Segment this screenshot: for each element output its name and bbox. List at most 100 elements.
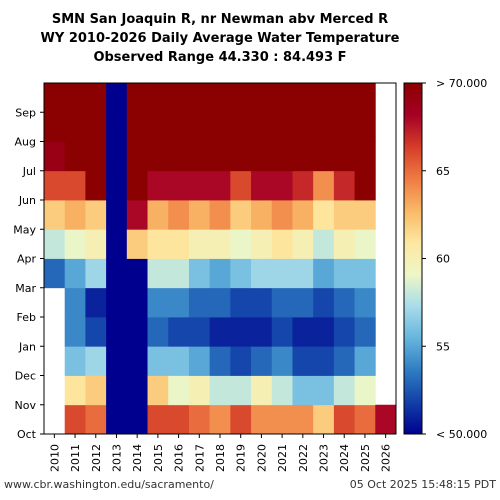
heatmap-cell-2012-feb (85, 287, 107, 318)
heatmap-cell-2017-nov (188, 375, 211, 406)
heatmap-cell-2015-dec (147, 346, 169, 376)
heatmap-cell-2020-jan (251, 317, 273, 347)
x-tick-label-2020: 2020 (255, 444, 268, 472)
x-tick-label-2010: 2010 (48, 444, 61, 472)
y-tick-label-may: May (13, 223, 36, 236)
heatmap-cell-2019-jul (230, 141, 252, 172)
heatmap-cell-2017-jun (188, 170, 211, 201)
heatmap-cell-2023-dec (313, 346, 335, 376)
heatmap-cell-2023-mar (313, 258, 335, 289)
heatmap-cell-2021-aug (271, 112, 293, 142)
heatmap-cell-2023-jan (313, 317, 335, 347)
heatmap-cell-2012-oct (85, 404, 107, 435)
heatmap-cell-2019-jan (230, 317, 252, 347)
heatmap-cell-2024-may (333, 200, 355, 230)
heatmap-cell-2013-nov (106, 375, 128, 406)
heatmap-cell-2025-feb (354, 287, 376, 318)
x-tick-label-2016: 2016 (173, 444, 186, 472)
heatmap-cell-2014-may (126, 200, 148, 230)
heatmap-cell-2016-jun (168, 170, 190, 201)
heatmap-cell-2017-may (188, 200, 211, 230)
heatmap-cell-2017-jul (188, 141, 211, 172)
heatmap-cell-2020-apr (251, 229, 273, 259)
heatmap-cell-2015-nov (147, 375, 169, 406)
heatmap-cell-2016-oct (168, 404, 190, 435)
heatmap-cell-2013-dec (106, 346, 128, 376)
heatmap-cell-2014-dec (126, 346, 148, 376)
heatmap-cell-2022-mar (292, 258, 314, 289)
y-tick-label-jun: Jun (18, 194, 36, 207)
heatmap-cell-2018-feb (209, 287, 231, 318)
heatmap-cell-2023-jul (313, 141, 335, 172)
heatmap-cell-2015-apr (147, 229, 169, 259)
colorbar-tick-label-50: < 50.000 (436, 428, 487, 441)
heatmap-cell-2018-sep (209, 83, 231, 113)
x-tick-label-2015: 2015 (152, 444, 165, 472)
x-tick-label-2024: 2024 (338, 444, 351, 472)
heatmap-cell-2023-feb (313, 287, 335, 318)
heatmap-cell-2017-mar (188, 258, 211, 289)
heatmap-cell-2022-apr (292, 229, 314, 259)
heatmap-cell-2010-mar (44, 258, 66, 289)
x-tick-label-2022: 2022 (297, 444, 310, 472)
heatmap-cell-2017-dec (188, 346, 211, 376)
heatmap-cell-2013-mar (106, 258, 128, 289)
heatmap-cell-2020-may (251, 200, 273, 230)
y-tick-label-oct: Oct (17, 428, 37, 441)
heatmap-cell-2025-jan (354, 317, 376, 347)
heatmap-cell-2014-jul (126, 141, 148, 172)
heatmap-cell-2024-jul (333, 141, 355, 172)
heatmap-cell-2013-oct (106, 404, 128, 435)
heatmap-cell-2019-dec (230, 346, 252, 376)
heatmap-cell-2024-dec (333, 346, 355, 376)
chart-title-line-3: Observed Range 44.330 : 84.493 F (93, 50, 347, 65)
heatmap-cell-2013-jul (106, 141, 128, 172)
heatmap-cell-2016-jan (168, 317, 190, 347)
heatmap-cell-2023-nov (313, 375, 335, 406)
heatmap-cell-2011-jul (64, 141, 86, 172)
heatmap-cell-2012-sep (85, 83, 107, 113)
y-tick-label-dec: Dec (15, 370, 36, 383)
y-tick-label-nov: Nov (15, 399, 37, 412)
heatmap-cell-2010-sep (44, 83, 66, 113)
heatmap-cell-2021-may (271, 200, 293, 230)
heatmap-cell-2018-nov (209, 375, 231, 406)
heatmap-cell-2024-aug (333, 112, 355, 142)
heatmap-cell-2013-apr (106, 229, 128, 259)
y-tick-label-sep: Sep (15, 106, 36, 119)
heatmap-cell-2011-aug (64, 112, 86, 142)
heatmap-cell-2021-jul (271, 141, 293, 172)
heatmap-cell-2015-mar (147, 258, 169, 289)
heatmap-cell-2024-mar (333, 258, 355, 289)
heatmap-cell-2021-apr (271, 229, 293, 259)
heatmap-cell-2011-sep (64, 83, 86, 113)
heatmap-cell-2024-jun (333, 170, 355, 201)
heatmap-cell-2019-sep (230, 83, 252, 113)
y-tick-label-jul: Jul (22, 165, 36, 178)
heatmap-cell-2015-aug (147, 112, 169, 142)
heatmap-cell-2024-oct (333, 404, 355, 435)
heatmap-cell-2026-oct (375, 404, 397, 435)
heatmap-cell-2010-apr (44, 229, 66, 259)
heatmap-cell-2014-sep (126, 83, 148, 113)
heatmap-cell-2019-aug (230, 112, 252, 142)
heatmap-cell-2025-aug (354, 112, 376, 142)
heatmap-cell-2022-aug (292, 112, 314, 142)
colorbar-ticks: < 50.000 55 60 65 > 70.000 (422, 77, 487, 441)
heatmap-cell-2022-jul (292, 141, 314, 172)
heatmap-cell-2023-oct (313, 404, 335, 435)
heatmap-cell-2020-jun (251, 170, 273, 201)
heatmap-cell-2022-sep (292, 83, 314, 113)
heatmap-cell-2017-sep (188, 83, 211, 113)
heatmap-cell-2011-jan (64, 317, 86, 347)
heatmap-cell-2025-sep (354, 83, 376, 113)
x-tick-label-2011: 2011 (69, 444, 82, 472)
heatmap-cell-2020-nov (251, 375, 273, 406)
heatmap-cell-2020-dec (251, 346, 273, 376)
heatmap-cell-2015-oct (147, 404, 169, 435)
heatmap-cell-2018-aug (209, 112, 231, 142)
heatmap-cell-2012-jul (85, 141, 107, 172)
heatmap-cell-2013-may (106, 200, 128, 230)
heatmap-cell-2021-oct (271, 404, 293, 435)
